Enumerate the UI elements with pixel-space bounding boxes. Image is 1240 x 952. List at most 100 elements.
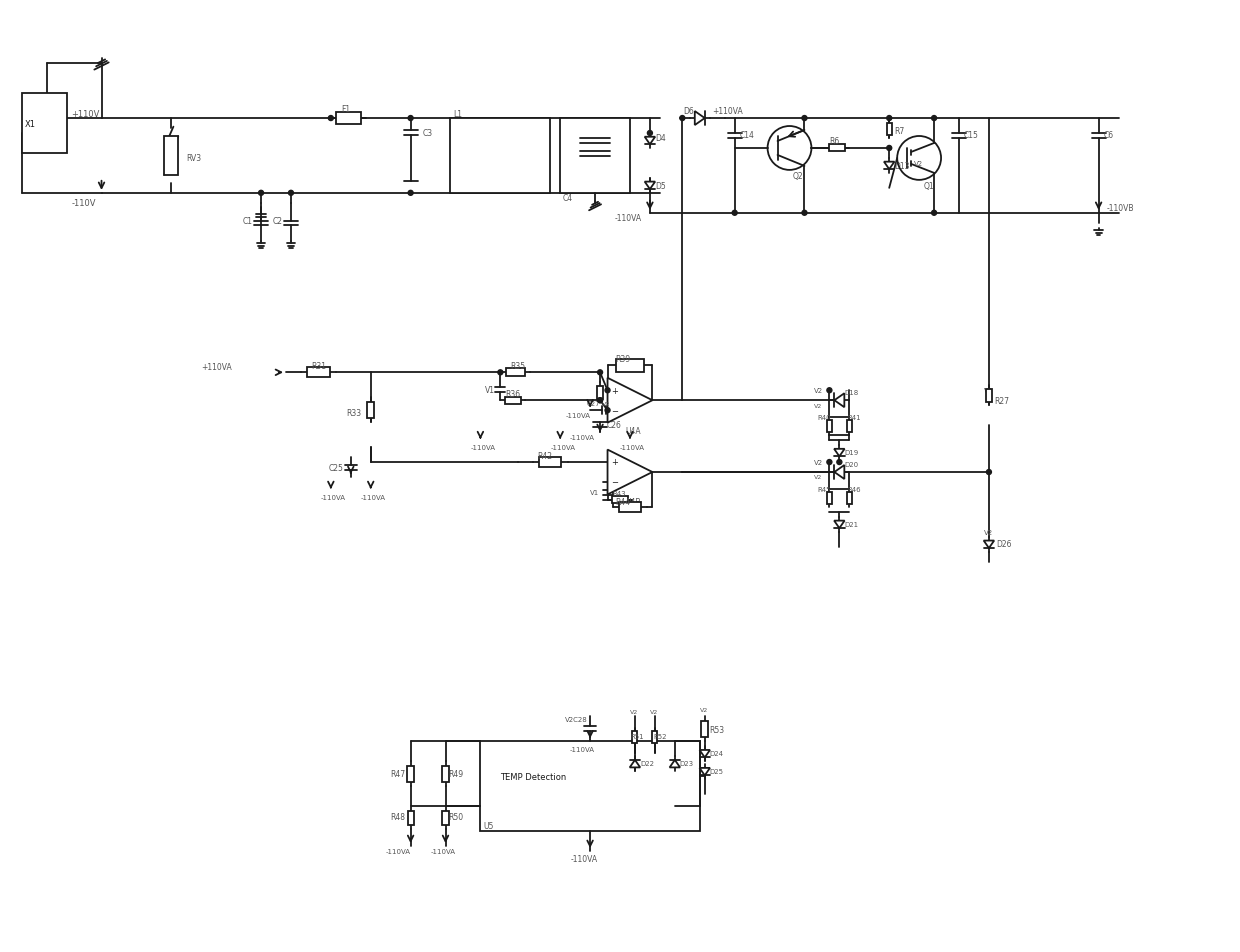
Circle shape <box>259 191 264 196</box>
Circle shape <box>408 191 413 196</box>
Polygon shape <box>699 750 711 758</box>
Polygon shape <box>645 138 655 145</box>
Text: +: + <box>611 387 618 395</box>
Bar <box>652 732 657 744</box>
Polygon shape <box>608 378 652 424</box>
Text: R46: R46 <box>847 486 861 492</box>
Text: R40: R40 <box>817 415 831 421</box>
Text: C15: C15 <box>963 131 978 140</box>
Text: -110V: -110V <box>72 199 97 208</box>
Text: R48: R48 <box>391 812 405 821</box>
Circle shape <box>289 191 294 196</box>
Text: R50: R50 <box>449 812 464 821</box>
Text: -110VB: -110VB <box>1106 204 1135 213</box>
Bar <box>441 765 449 782</box>
Text: V2: V2 <box>914 161 924 167</box>
Text: -110VA: -110VA <box>565 413 590 419</box>
Polygon shape <box>699 768 711 776</box>
Circle shape <box>680 116 684 122</box>
Text: −: − <box>611 478 618 487</box>
Text: -110VA: -110VA <box>430 848 455 854</box>
Text: V1: V1 <box>589 489 599 495</box>
Polygon shape <box>835 449 844 457</box>
Bar <box>847 421 852 432</box>
Bar <box>619 503 641 512</box>
Polygon shape <box>835 521 844 528</box>
Bar <box>22 94 67 154</box>
Text: R31: R31 <box>311 362 326 370</box>
Bar <box>560 119 630 193</box>
Bar <box>480 742 699 831</box>
Text: R35: R35 <box>511 362 526 370</box>
Text: R53: R53 <box>709 725 725 734</box>
Text: D24: D24 <box>709 750 724 757</box>
Text: C25: C25 <box>329 463 343 472</box>
Circle shape <box>987 470 992 475</box>
Text: -110VA: -110VA <box>615 214 642 223</box>
Text: D5: D5 <box>655 182 666 191</box>
Text: C6: C6 <box>1104 131 1114 140</box>
Text: V2: V2 <box>650 709 658 714</box>
Text: D23: D23 <box>680 761 694 766</box>
Circle shape <box>732 211 737 216</box>
Text: -110VA: -110VA <box>386 848 410 854</box>
Text: V1: V1 <box>485 386 496 394</box>
Bar <box>336 112 361 126</box>
Circle shape <box>647 131 652 136</box>
Circle shape <box>598 370 603 375</box>
Circle shape <box>931 211 936 216</box>
Text: -110VA: -110VA <box>321 494 346 501</box>
Bar <box>367 403 374 418</box>
Text: U5: U5 <box>484 822 494 830</box>
Text: RV3: RV3 <box>186 154 201 163</box>
Bar <box>613 497 627 504</box>
Text: V2: V2 <box>815 460 823 466</box>
Text: V2: V2 <box>983 529 993 535</box>
Text: C1: C1 <box>243 217 253 226</box>
Text: R49: R49 <box>449 769 464 778</box>
Text: R45: R45 <box>817 486 831 492</box>
Circle shape <box>837 460 842 465</box>
Bar <box>615 360 645 372</box>
Circle shape <box>598 398 603 404</box>
Text: +: + <box>611 458 618 466</box>
Bar <box>408 811 414 825</box>
Bar <box>827 493 832 505</box>
Text: D6: D6 <box>683 107 693 115</box>
Text: V2: V2 <box>630 709 639 714</box>
Text: +110V: +110V <box>72 109 100 118</box>
Polygon shape <box>835 394 844 407</box>
Circle shape <box>605 388 610 393</box>
Circle shape <box>408 116 413 122</box>
Bar <box>450 119 551 193</box>
Polygon shape <box>645 183 655 189</box>
Text: -110VA: -110VA <box>620 445 645 450</box>
Polygon shape <box>835 466 844 480</box>
Text: D25: D25 <box>709 768 724 774</box>
Text: V2: V2 <box>983 387 993 394</box>
Text: V2: V2 <box>815 404 822 408</box>
Text: R43: R43 <box>613 490 626 496</box>
Text: +110VA: +110VA <box>201 363 232 371</box>
Text: R36: R36 <box>506 389 521 398</box>
Text: D19: D19 <box>844 449 858 456</box>
Text: -110VA: -110VA <box>570 746 595 752</box>
Text: C2: C2 <box>273 217 283 226</box>
Text: R42: R42 <box>538 451 553 460</box>
Bar <box>308 368 330 378</box>
Text: +110VA: +110VA <box>712 107 743 115</box>
Text: C14: C14 <box>739 131 754 140</box>
Text: R47: R47 <box>391 769 405 778</box>
Text: Q2: Q2 <box>792 172 804 181</box>
Polygon shape <box>608 450 652 495</box>
Bar <box>827 421 832 432</box>
Bar <box>847 493 852 505</box>
Bar <box>539 458 562 467</box>
Text: R41: R41 <box>847 415 861 421</box>
Text: R7: R7 <box>894 127 904 135</box>
Text: -110VA: -110VA <box>470 445 496 450</box>
Text: U4A: U4A <box>625 426 641 435</box>
Text: R33: R33 <box>346 408 361 417</box>
Text: R6: R6 <box>830 137 839 147</box>
Text: D26: D26 <box>996 540 1012 548</box>
